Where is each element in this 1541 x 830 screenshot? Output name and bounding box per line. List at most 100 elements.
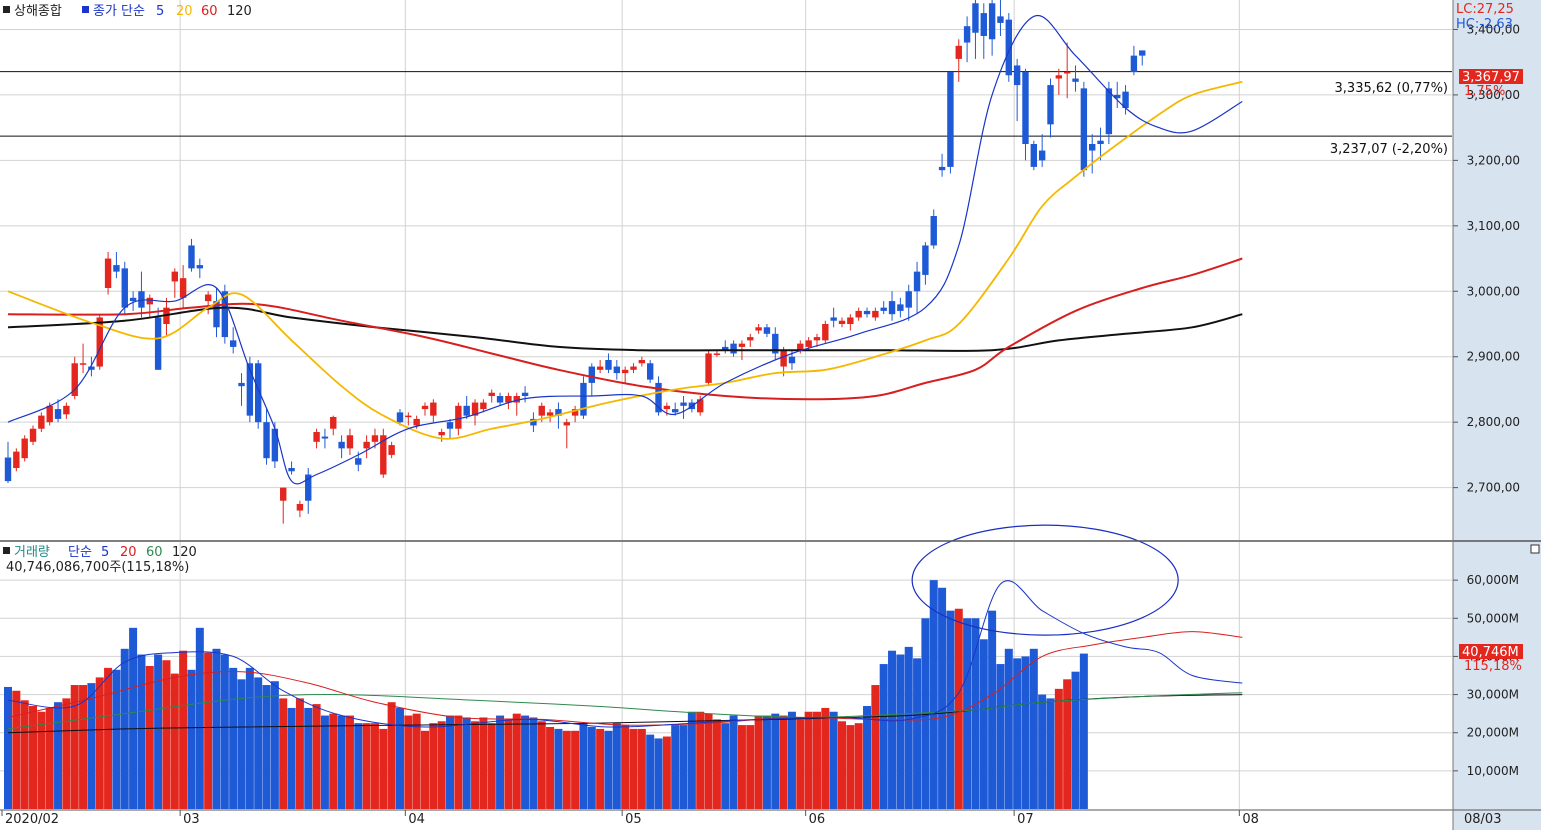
candle[interactable] [905,284,912,321]
volume-bar[interactable] [29,706,38,809]
candle[interactable] [1139,50,1146,66]
volume-bar[interactable] [687,711,696,809]
candle[interactable] [129,291,137,311]
volume-bar[interactable] [888,650,897,809]
volume-bar[interactable] [771,713,780,809]
candle[interactable] [888,291,896,321]
volume-bar[interactable] [79,685,88,809]
candle[interactable] [54,399,62,423]
candle[interactable] [1089,134,1096,174]
candle[interactable] [1122,85,1129,115]
volume-bar[interactable] [1038,694,1047,809]
candle[interactable] [930,209,937,249]
candle[interactable] [863,307,871,318]
candle[interactable] [1072,65,1079,92]
volume-bar[interactable] [354,723,363,809]
candle[interactable] [288,461,295,475]
volume-bar[interactable] [496,715,505,809]
volume-bar[interactable] [312,704,321,809]
candle[interactable] [847,314,854,331]
volume-bar[interactable] [846,725,855,809]
candle[interactable] [638,356,646,367]
candle[interactable] [513,392,520,416]
candle[interactable] [363,435,370,459]
candle[interactable] [922,242,929,285]
candle[interactable] [104,252,112,295]
candle[interactable] [396,409,404,426]
volume-bar[interactable] [220,654,229,809]
volume-bar[interactable] [379,728,388,809]
candle[interactable] [680,396,687,419]
candle[interactable] [596,360,604,374]
candle[interactable] [38,412,45,432]
candle[interactable] [1055,68,1063,95]
volume-bar[interactable] [70,685,79,809]
volume-bar[interactable] [504,719,513,809]
candle[interactable] [1130,45,1138,76]
volume-bar[interactable] [762,715,771,809]
volume-bar[interactable] [696,711,705,809]
candle[interactable] [630,363,637,374]
volume-bar[interactable] [979,639,988,809]
volume-bar[interactable] [554,728,563,809]
volume-bar[interactable] [938,587,947,809]
volume-bar[interactable] [162,660,171,809]
volume-bar[interactable] [304,707,313,809]
volume-bar[interactable] [913,658,922,809]
candle[interactable] [880,301,887,315]
candle[interactable] [563,418,570,449]
volume-bar[interactable] [971,618,980,809]
volume-bar[interactable] [954,608,963,809]
candle[interactable] [188,238,195,272]
candle[interactable] [1097,127,1104,161]
volume-bar[interactable] [62,698,71,809]
candle[interactable] [530,412,537,432]
candle[interactable] [913,261,921,315]
volume-bar[interactable] [270,681,279,809]
candle[interactable] [196,258,204,279]
volume-bar[interactable] [529,717,538,809]
volume-bar[interactable] [170,673,179,809]
volume-bar[interactable] [187,669,196,809]
candle[interactable] [571,405,579,423]
volume-bar[interactable] [654,738,663,809]
candle[interactable] [546,409,554,423]
volume-bar[interactable] [137,654,146,809]
volume-bar[interactable] [904,646,913,809]
volume-bar[interactable] [337,715,346,809]
volume-bar[interactable] [838,721,846,809]
candle[interactable] [897,297,904,318]
volume-bar[interactable] [721,723,730,809]
candle[interactable] [938,153,946,177]
candle[interactable] [1005,13,1012,82]
volume-bar[interactable] [1079,653,1088,809]
volume-bar[interactable] [462,717,471,809]
volume-bar[interactable] [1021,656,1030,809]
volume-bar[interactable] [863,706,872,809]
volume-bar[interactable] [921,618,930,809]
volume-bar[interactable] [621,725,630,809]
candle[interactable] [280,487,287,524]
candle[interactable] [1063,42,1071,99]
volume-bar[interactable] [512,713,521,809]
volume-bar[interactable] [587,726,596,809]
candle[interactable] [138,271,145,318]
candle[interactable] [872,307,879,321]
candle[interactable] [1038,134,1046,167]
volume-bar[interactable] [604,730,613,809]
volume-bar[interactable] [521,715,530,809]
candle[interactable] [488,389,495,403]
candle[interactable] [330,415,337,436]
volume-bar[interactable] [1054,688,1063,809]
volume-bar[interactable] [395,707,404,809]
candle[interactable] [179,265,187,308]
volume-bar[interactable] [946,610,955,809]
volume-bar[interactable] [929,580,938,809]
volume-bar[interactable] [829,711,838,809]
volume-bar[interactable] [412,713,421,809]
volume-bar[interactable] [370,723,379,809]
volume-bar[interactable] [1029,648,1038,809]
volume-bar[interactable] [245,667,254,809]
volume-bar[interactable] [854,723,863,809]
volume-bar[interactable] [471,721,480,809]
